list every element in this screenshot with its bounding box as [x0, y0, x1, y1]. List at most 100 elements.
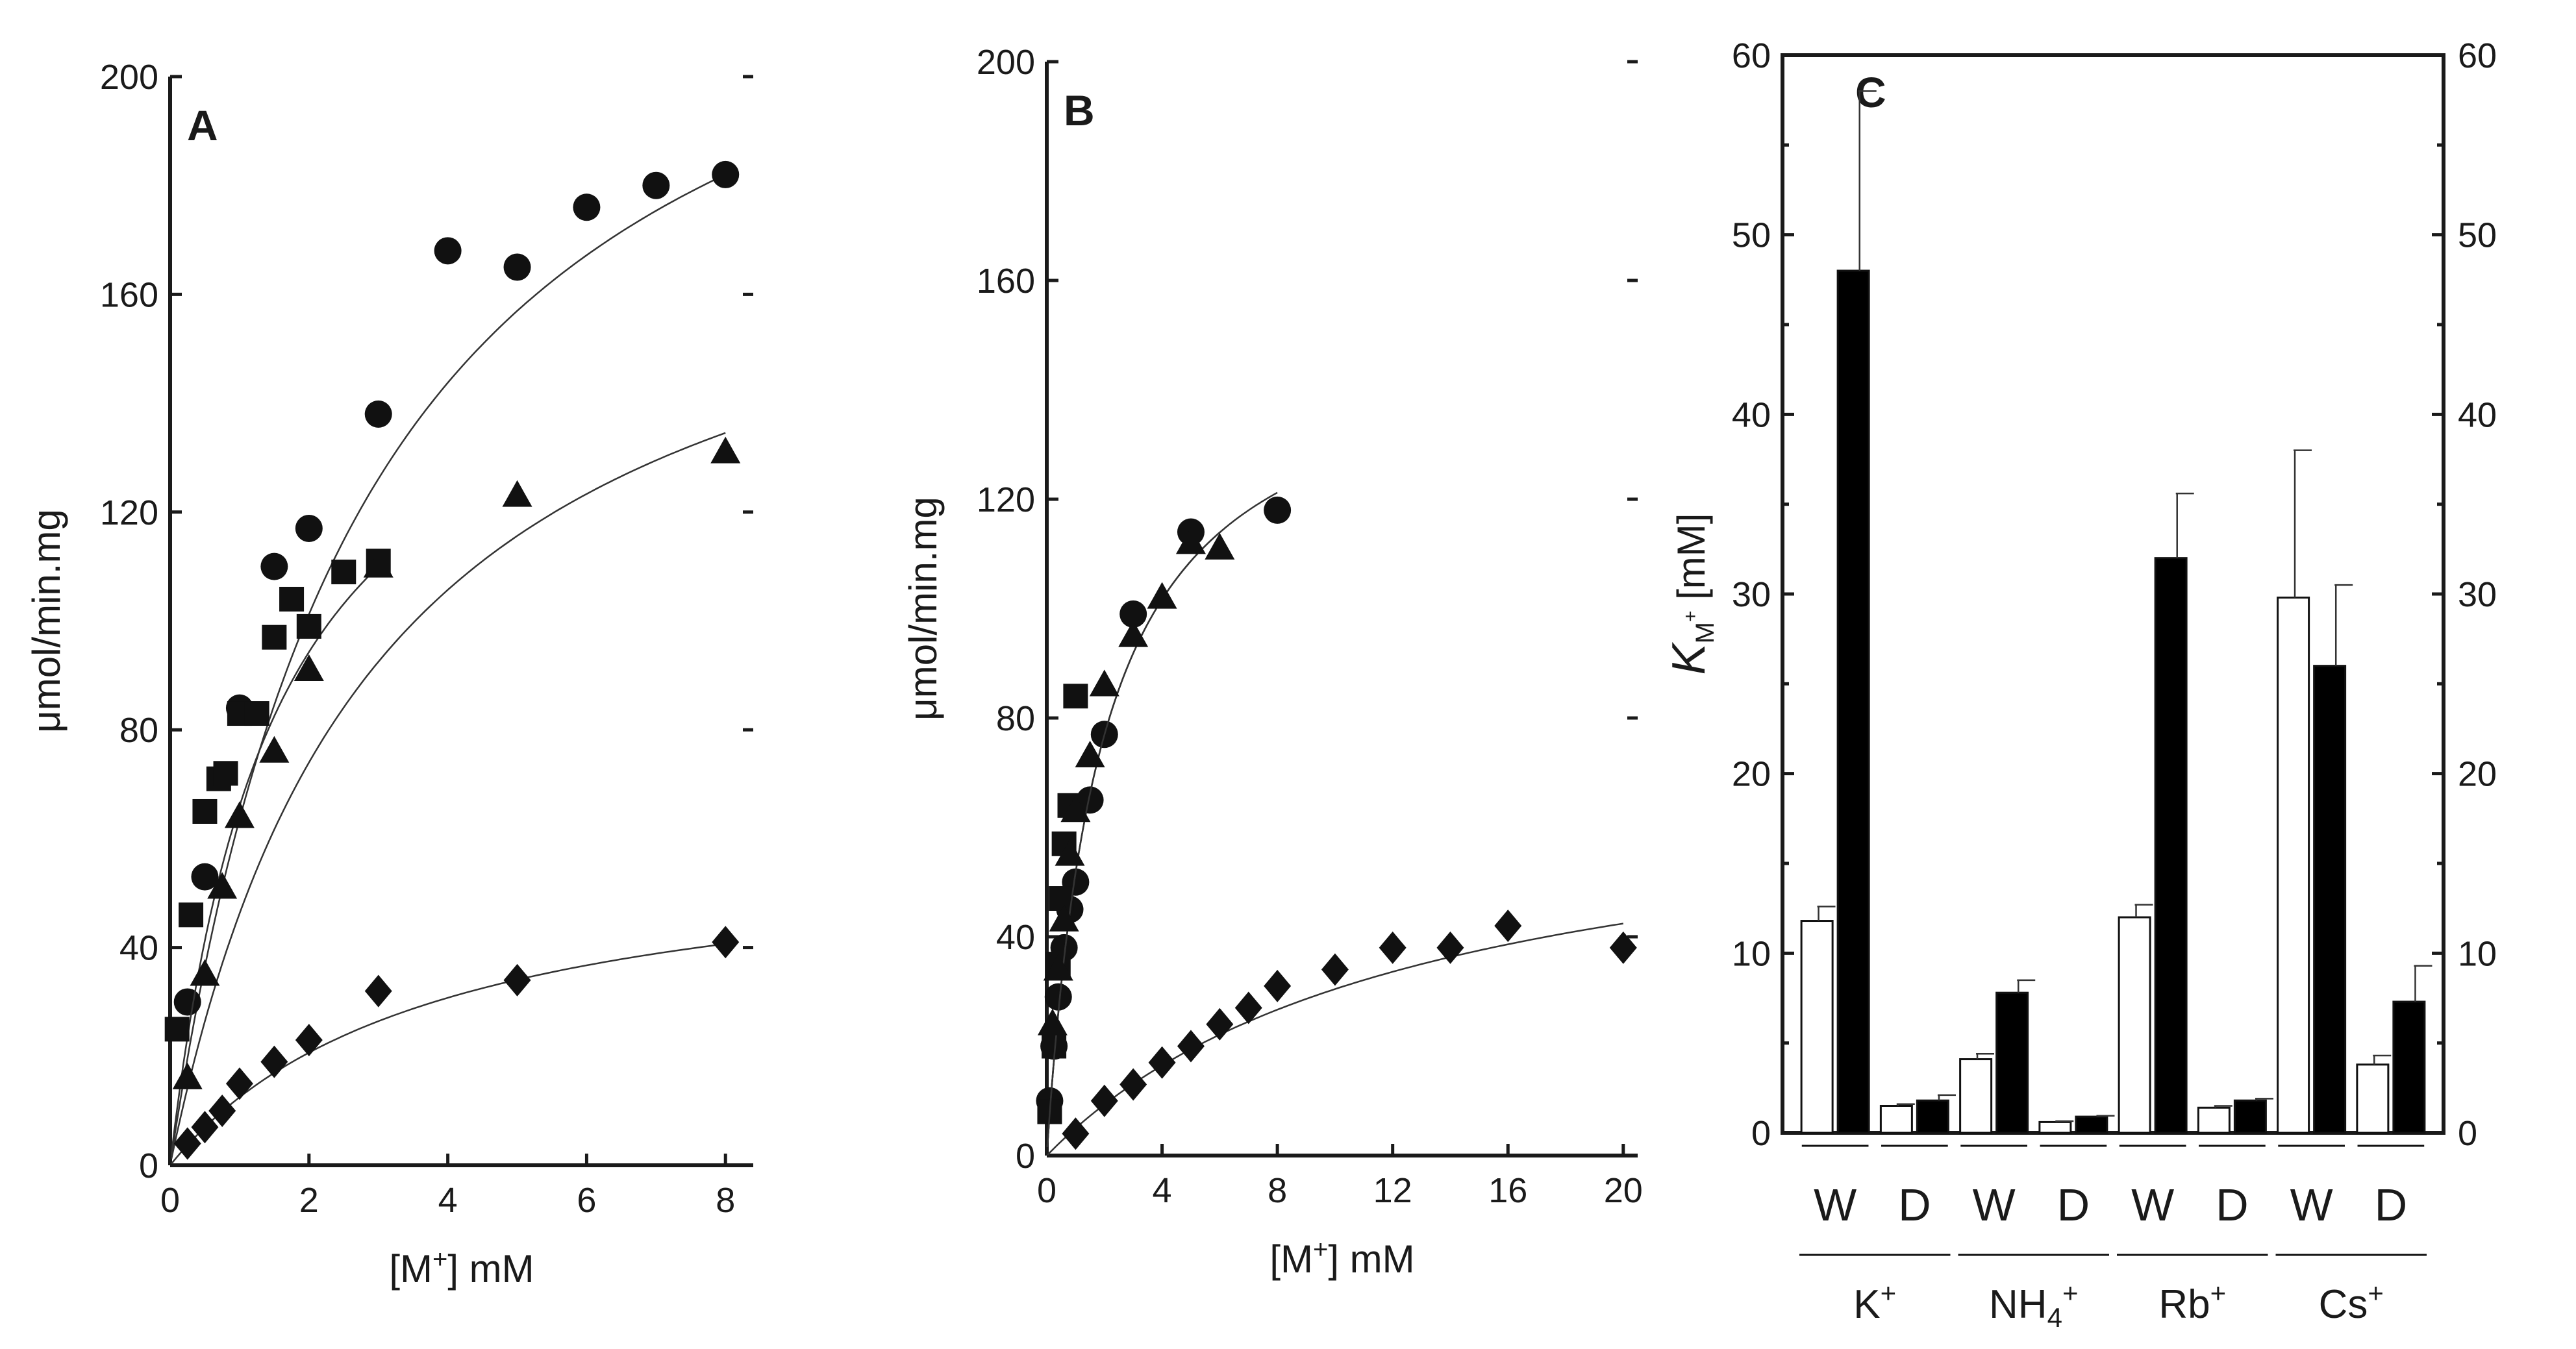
- bar-open: [2197, 1106, 2231, 1134]
- data-point-triangles: [1060, 795, 1091, 823]
- panel-label: B: [1064, 86, 1095, 134]
- data-point-triangles: [1075, 740, 1105, 767]
- bar-open: [1879, 1105, 1913, 1134]
- fit-curve-triangles: [1046, 532, 1221, 1147]
- y-tick-label: 80: [119, 711, 158, 750]
- bar-filled: [2154, 557, 2188, 1134]
- x-axis-label-main: [M: [1269, 1237, 1313, 1281]
- group-label-main: K: [1853, 1282, 1880, 1327]
- group-label-sup: +: [1881, 1278, 1897, 1308]
- bar-open: [2038, 1120, 2072, 1134]
- data-point-diamonds: [1119, 1068, 1147, 1101]
- bar-open: [2277, 597, 2310, 1134]
- data-point-squares: [1063, 684, 1088, 709]
- bar-open: [1959, 1058, 1993, 1134]
- data-point-diamonds: [1062, 1117, 1090, 1150]
- data-point-diamonds: [1609, 931, 1637, 964]
- data-point-diamonds: [1177, 1030, 1205, 1063]
- group-label-sup: +: [2368, 1278, 2384, 1308]
- data-point-diamonds: [191, 1111, 219, 1144]
- category-label: W: [2290, 1180, 2333, 1230]
- y-tick-label: 80: [996, 699, 1035, 738]
- data-point-circles: [1119, 600, 1147, 628]
- y-tick-label: 160: [100, 275, 158, 314]
- y-tick-label: 200: [977, 43, 1035, 82]
- x-tick-label: 4: [1153, 1171, 1172, 1210]
- fit-curve-diamonds: [171, 943, 726, 1165]
- right-y-tick-label: 20: [2458, 755, 2497, 794]
- bar-open: [2118, 916, 2151, 1134]
- data-point-diamonds: [295, 1024, 323, 1057]
- y-axis-label-sub: M: [1691, 622, 1719, 643]
- y-axis-label: μmol/min.mg: [901, 497, 945, 721]
- group-label: Cs+: [2319, 1278, 2384, 1327]
- y-tick-label: 60: [1732, 36, 1771, 75]
- data-point-triangles: [1205, 532, 1235, 560]
- group-label: NH4+: [1989, 1278, 2078, 1333]
- bar-open: [1800, 920, 1834, 1134]
- panel-label: A: [187, 101, 218, 149]
- x-tick-label: 16: [1488, 1171, 1527, 1210]
- fit-curve-squares: [170, 565, 379, 1154]
- data-point-diamonds: [1264, 969, 1292, 1002]
- data-point-diamonds: [1234, 991, 1262, 1024]
- bar-filled: [2233, 1099, 2267, 1134]
- data-point-triangles: [1175, 527, 1206, 554]
- bar-filled: [1995, 991, 2029, 1134]
- group-label-main: Cs: [2319, 1282, 2368, 1327]
- x-tick-label: 12: [1373, 1171, 1412, 1210]
- bar-filled: [2392, 1000, 2426, 1134]
- y-tick-label: 40: [996, 918, 1035, 957]
- data-point-triangles: [1049, 904, 1079, 932]
- category-label: D: [2375, 1180, 2408, 1230]
- y-tick-label: 40: [1732, 395, 1771, 434]
- fit-curve-diamonds: [1047, 922, 1624, 1156]
- y-tick-label: 0: [139, 1146, 158, 1185]
- panel-a: 0 40 80 120 160 200 0 2 4 6 8 A [M+] mM μmol/min.mg: [25, 58, 753, 1291]
- bar-filled: [2075, 1115, 2108, 1134]
- data-point-triangles: [1037, 1008, 1068, 1035]
- data-point-diamonds: [1379, 931, 1407, 964]
- y-tick-label: 0: [1016, 1137, 1035, 1176]
- y-axis-label-tail: [mM]: [1669, 514, 1713, 611]
- bar-filled: [1916, 1099, 1949, 1134]
- x-tick-label: 20: [1604, 1171, 1643, 1210]
- y-tick-label: 10: [1732, 934, 1771, 973]
- data-point-diamonds: [1436, 931, 1464, 964]
- data-point-circles: [573, 193, 601, 221]
- right-y-tick-label: 40: [2458, 395, 2497, 434]
- right-y-tick-label: 0: [2458, 1114, 2477, 1153]
- data-point-circles: [364, 400, 392, 428]
- right-y-tick-label: 10: [2458, 934, 2497, 973]
- x-tick-label: 6: [577, 1181, 596, 1220]
- data-point-squares: [244, 701, 269, 726]
- data-point-diamonds: [503, 963, 531, 996]
- data-point-diamonds: [208, 1095, 236, 1128]
- x-tick-label: 8: [1268, 1171, 1287, 1210]
- x-axis-label-tail: ] mM: [1328, 1237, 1414, 1281]
- data-point-diamonds: [1090, 1084, 1118, 1117]
- data-point-diamonds: [712, 926, 740, 959]
- data-point-squares: [164, 1017, 190, 1042]
- group-label-sub: 4: [2047, 1302, 2062, 1333]
- data-point-triangles: [710, 436, 741, 464]
- data-point-triangles: [259, 736, 290, 763]
- bar-filled: [2313, 665, 2347, 1134]
- y-tick-label: 0: [1751, 1114, 1771, 1153]
- x-axis-label: [M+] mM: [389, 1245, 534, 1291]
- x-tick-label: 0: [160, 1181, 180, 1220]
- data-point-squares: [1049, 886, 1074, 911]
- y-tick-label: 160: [977, 262, 1035, 301]
- data-point-circles: [260, 552, 288, 580]
- data-point-diamonds: [1321, 953, 1349, 986]
- right-y-tick-label: 30: [2458, 575, 2497, 614]
- data-point-squares: [331, 560, 356, 585]
- category-label: W: [1973, 1180, 2016, 1230]
- category-label: W: [1814, 1180, 1857, 1230]
- data-point-circles: [712, 160, 740, 188]
- y-tick-label: 200: [100, 58, 158, 97]
- right-y-tick-label: 60: [2458, 36, 2497, 75]
- data-point-squares: [192, 798, 218, 824]
- x-tick-label: 2: [299, 1181, 319, 1220]
